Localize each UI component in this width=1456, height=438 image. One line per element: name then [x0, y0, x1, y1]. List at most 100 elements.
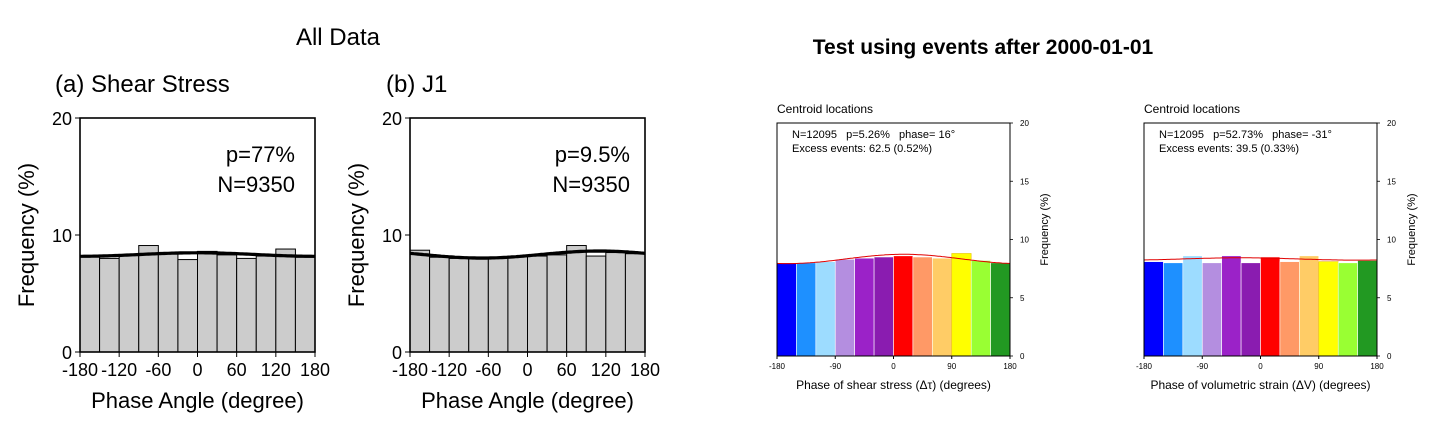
y-tick-label: 10: [52, 226, 72, 246]
x-axis-label: Phase of volumetric strain (ΔV) (degrees…: [1150, 378, 1370, 392]
x-tick-label: 0: [192, 360, 202, 380]
histogram-bar: [1260, 256, 1281, 357]
x-tick-label: 60: [227, 360, 247, 380]
histogram-bar: [294, 256, 316, 353]
histogram-bar: [79, 255, 101, 353]
right-figure-title: Test using events after 2000-01-01: [813, 36, 1154, 59]
x-tick-label: 180: [630, 360, 660, 380]
histogram-bar: [409, 249, 431, 353]
x-tick-label: 0: [1258, 362, 1263, 371]
histogram-bar: [1201, 262, 1222, 357]
histogram-bar: [527, 255, 548, 353]
x-axis-label: Phase Angle (degree): [91, 388, 304, 413]
histogram-bar: [1143, 261, 1164, 357]
histogram-bar: [1318, 261, 1339, 357]
x-tick-label: -60: [475, 360, 501, 380]
y-tick-label: 5: [1387, 294, 1392, 303]
y-tick-label: 0: [1020, 352, 1025, 361]
histogram-bar: [157, 253, 179, 353]
fit-curve: [409, 249, 646, 258]
histogram-bar: [1182, 255, 1203, 357]
y-tick-label: 15: [1020, 177, 1029, 186]
x-tick-label: 120: [591, 360, 621, 380]
y-axis-label: Frequency (%): [14, 163, 39, 307]
histogram-bar: [912, 256, 933, 357]
histogram-bar: [1357, 260, 1378, 357]
y-tick-label: 10: [382, 226, 402, 246]
stat-annotation: p=77%: [226, 142, 295, 167]
histogram-bar: [1240, 262, 1261, 357]
y-tick-label: 20: [52, 109, 72, 129]
histogram-bar: [507, 255, 528, 353]
histogram-bar: [1163, 262, 1184, 357]
fit-curve: [776, 253, 1010, 265]
stat-annotation: Excess events: 39.5 (0.33%): [1159, 143, 1299, 155]
histogram-bar: [873, 256, 894, 357]
y-tick-label: 10: [1020, 236, 1029, 245]
histogram-bar: [448, 257, 470, 353]
histogram-bar: [236, 257, 257, 353]
fit-curve: [80, 251, 315, 257]
x-tick-label: 180: [300, 360, 330, 380]
chart-panel: Centroid locations-180 -90 0 90 18005101520P…: [1136, 102, 1418, 392]
histogram-bar: [815, 261, 836, 357]
y-tick-label: 0: [1387, 352, 1392, 361]
histogram-bar: [255, 255, 277, 353]
x-tick-label: -90: [1196, 362, 1208, 371]
histogram-bar: [1337, 262, 1358, 357]
histogram-bar: [177, 259, 199, 353]
x-tick-label: 90: [1314, 362, 1323, 371]
chart-panel: (b) J1 -180 -120 -60 0 60 120 180 0 10 20 Phase Ang…: [344, 71, 660, 413]
histogram-bar: [834, 259, 855, 357]
histogram-bar: [566, 245, 587, 353]
chart-panel: (a) Shear Stress -180 -120 -60 0 60 120 180 0 10 2…: [14, 71, 330, 413]
histogram-bar: [854, 257, 875, 357]
x-tick-label: 60: [557, 360, 577, 380]
y-tick-label: 5: [1020, 294, 1025, 303]
x-tick-label: -180: [1136, 362, 1153, 371]
y-tick-label: 15: [1387, 177, 1396, 186]
histogram-bar: [138, 245, 159, 353]
x-tick-label: -120: [431, 360, 467, 380]
y-tick-label: 0: [392, 343, 402, 363]
x-tick-label: 90: [947, 362, 956, 371]
x-tick-label: -180: [62, 360, 98, 380]
stat-annotation: N=9350: [552, 172, 630, 197]
x-tick-label: 120: [261, 360, 291, 380]
panel-title: Centroid locations: [1144, 102, 1240, 116]
x-tick-label: 0: [522, 360, 532, 380]
x-tick-label: 180: [1003, 362, 1017, 371]
x-tick-label: -180: [769, 362, 786, 371]
histogram-bar: [1279, 261, 1300, 357]
histogram-bar: [932, 257, 953, 357]
y-axis-label: Frequency (%): [344, 163, 369, 307]
histogram-bar: [275, 248, 296, 353]
panel-title: (a) Shear Stress: [55, 71, 230, 98]
histogram-bar: [468, 257, 489, 353]
x-axis-label: Phase of shear stress (Δτ) (degrees): [796, 378, 991, 392]
chart-panel: Centroid locations-180 -90 0 90 18005101520P…: [769, 102, 1051, 392]
histogram-bar: [429, 256, 450, 353]
x-tick-label: -180: [392, 360, 428, 380]
histogram-bar: [624, 253, 646, 353]
histogram-bar: [893, 255, 914, 357]
x-tick-label: -60: [145, 360, 171, 380]
histogram-bar: [951, 253, 972, 357]
histogram-bar: [1221, 255, 1242, 357]
histogram-bar: [487, 256, 509, 353]
y-tick-label: 20: [1387, 119, 1396, 128]
y-axis-label: Frequency (%): [1039, 193, 1051, 265]
histogram-bar: [776, 262, 797, 357]
stat-annotation: N=9350: [217, 172, 295, 197]
y-tick-label: 20: [1020, 119, 1029, 128]
x-tick-label: -120: [101, 360, 137, 380]
x-tick-label: 180: [1370, 362, 1384, 371]
y-axis-label: Frequency (%): [1406, 193, 1418, 265]
histogram-bar: [990, 262, 1011, 357]
histogram-bar: [605, 252, 626, 353]
stat-annotation: Excess events: 62.5 (0.52%): [792, 143, 932, 155]
histogram-bar: [197, 250, 218, 353]
y-tick-label: 0: [62, 343, 72, 363]
